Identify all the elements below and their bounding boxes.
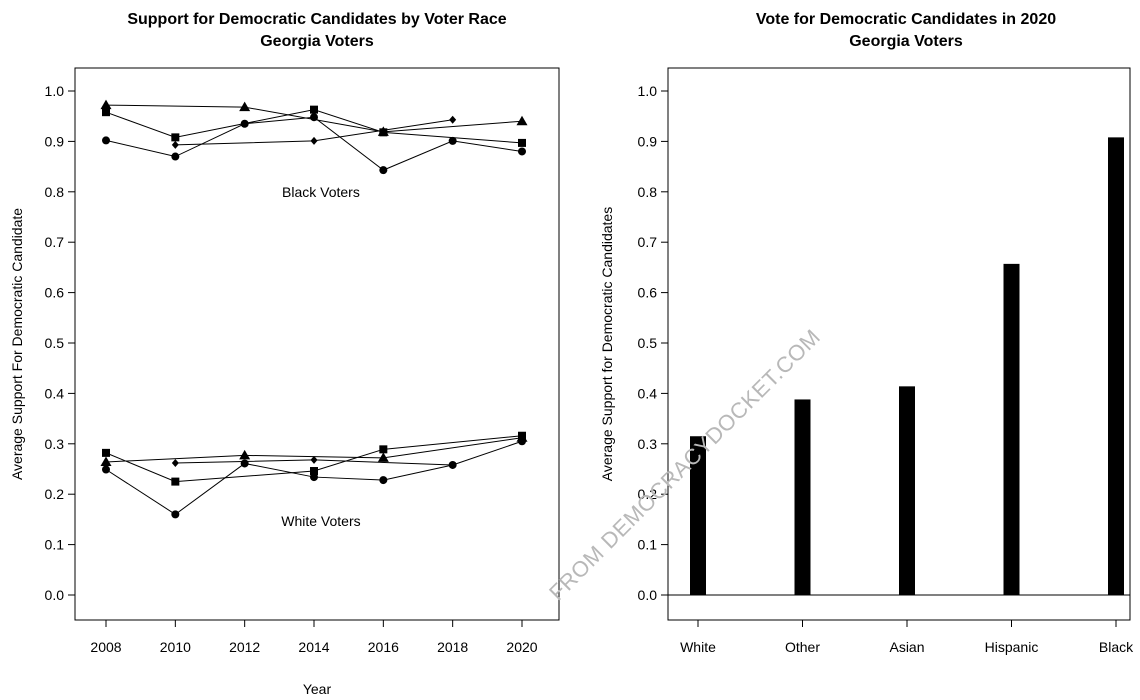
data-point-black-triangle [239,101,251,112]
left-plot-area: 0.0 0.1 0.2 0.3 0.4 0.5 0.6 0.7 0.8 0.9 1.0 2008 201… [45,83,538,655]
right-ytick-label: 0.1 [638,537,658,553]
data-point-white-square [379,445,388,454]
left-xtick-label: 2010 [160,639,191,655]
right-xtick-label: White [680,639,716,655]
left-ytick-label: 0.5 [45,335,65,351]
data-point-white-square [171,477,180,486]
data-point-black-diamond [171,140,179,149]
right-ytick-label: 0.8 [638,184,658,200]
left-xtick-label: 2018 [437,639,468,655]
data-point-white-diamond [171,458,179,467]
bar-other [794,399,811,595]
data-point-black-square [379,128,388,137]
bar-asian [899,386,915,595]
data-point-white-square [518,431,526,440]
right-chart-title: Vote for Democratic Candidates in 2020 [756,11,1056,28]
watermark-text: FROM DEMOCRACYDOCKET.COM [544,324,825,605]
data-point-white-square [102,448,110,457]
bar-hispanic [1003,263,1020,595]
right-ytick-label: 1.0 [638,83,658,99]
left-yaxis-label: Average Support For Democratic Candidate [9,208,25,480]
data-point-black-circle [240,119,249,128]
left-ytick-label: 1.0 [45,83,65,99]
right-ytick-label: 0.7 [638,234,658,250]
left-xaxis-label: Year [303,681,332,697]
left-chart-subtitle: Georgia Voters [260,33,374,50]
data-point-black-square [518,138,526,147]
right-plot-area: 0.0 0.1 0.2 0.3 0.4 0.5 0.6 0.7 0.8 0.9 1.0 White Ot… [638,83,1135,655]
data-point-black-square [171,133,180,142]
left-xtick-label: 2016 [368,639,399,655]
data-point-white-circle [310,473,318,482]
left-ytick-label: 0.4 [45,385,65,401]
bar-white [690,436,706,595]
data-point-white-triangle [100,456,112,466]
left-chart-title: Support for Democratic Candidates by Vot… [127,11,506,28]
data-point-white-circle [240,459,249,468]
data-point-black-circle [448,136,457,145]
left-ytick-label: 0.9 [45,133,65,149]
data-point-black-diamond [449,115,457,124]
right-ytick-label: 0.2 [638,486,658,502]
left-xtick-label: 2020 [506,639,537,655]
left-ytick-label: 0.3 [45,436,65,452]
data-point-white-circle [518,437,526,446]
data-point-black-circle [518,147,526,156]
left-ytick-label: 0.8 [45,184,65,200]
left-ytick-label: 0.6 [45,285,65,301]
right-plot-frame [667,67,1131,621]
left-xtick-label: 2008 [90,639,121,655]
right-ytick-label: 0.0 [638,587,658,603]
data-point-black-circle [310,113,318,122]
data-point-black-circle [102,136,110,145]
annotation-label: Black Voters [282,184,360,200]
data-point-white-circle [379,476,388,485]
data-point-black-circle [379,166,388,175]
right-ytick-label: 0.3 [638,436,658,452]
left-ytick-label: 0.1 [45,537,65,553]
data-point-black-triangle [100,99,112,110]
data-point-white-square [310,467,318,476]
data-point-white-diamond [449,460,457,469]
right-xtick-label: Hispanic [985,639,1039,655]
left-plot-frame [74,67,560,621]
right-ytick-label: 0.4 [638,385,658,401]
data-point-black-square [310,105,318,114]
bar-black [1108,137,1124,596]
right-chart-subtitle: Georgia Voters [849,33,963,50]
data-point-white-circle [171,510,180,519]
data-point-white-triangle [377,452,389,462]
data-point-white-diamond [310,455,318,464]
left-xtick-label: 2014 [298,639,329,655]
data-point-white-circle [102,465,110,474]
data-point-black-square [102,108,110,117]
data-point-black-triangle [516,115,528,126]
right-xtick-label: Asian [889,639,924,655]
right-ytick-label: 0.5 [638,335,658,351]
left-ytick-label: 0.7 [45,234,65,250]
data-point-black-diamond [310,136,318,145]
annotation-label: White Voters [281,513,360,529]
left-ytick-label: 0.0 [45,587,65,603]
right-ytick-label: 0.9 [638,133,658,149]
right-yaxis-label: Average Support for Democratic Candidate… [599,207,615,481]
data-point-white-triangle [239,449,251,460]
left-xtick-label: 2012 [229,639,260,655]
right-xtick-label: Other [785,639,820,655]
left-ytick-label: 0.2 [45,486,65,502]
data-point-black-circle [171,152,180,161]
right-xtick-label: Black [1099,639,1134,655]
right-ytick-label: 0.6 [638,285,658,301]
